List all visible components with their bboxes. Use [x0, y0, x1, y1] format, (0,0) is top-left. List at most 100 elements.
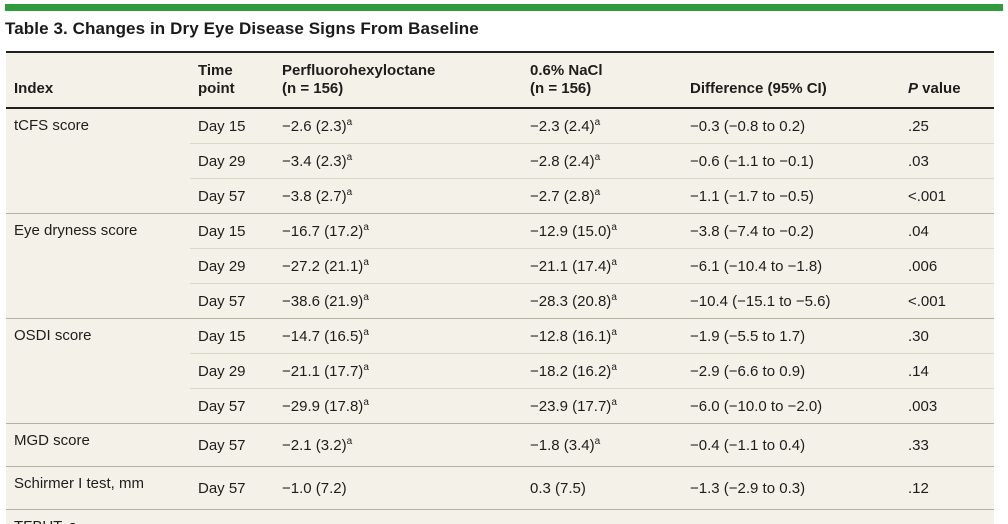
table-title: Table 3. Changes in Dry Eye Disease Sign…: [5, 19, 479, 38]
index-cell: Eye dryness score: [6, 213, 190, 319]
dry-eye-signs-table: Index Time point Perfluorohexyloctane (n…: [6, 51, 994, 524]
perfluorohexyloctane-value-cell-text: −3.8 (2.7): [282, 187, 347, 205]
time-point-cell-text: Day 57: [198, 397, 246, 415]
difference-cell-text: −2.9 (−6.6 to 0.9): [690, 362, 806, 380]
footnote-marker: a: [346, 116, 353, 128]
footnote-marker: a: [363, 326, 369, 338]
nacl-value-cell: −18.2 (16.2)a: [522, 353, 682, 389]
p-value-cell: .25: [900, 107, 994, 144]
footnote-marker: a: [611, 396, 617, 408]
nacl-value-cell-text: −2.8 (2.4): [530, 152, 595, 170]
difference-cell-text: −1.9 (−5.5 to 1.7): [690, 327, 806, 345]
p-value-cell-text: .33: [908, 436, 929, 454]
column-header-index-label: Index: [14, 80, 54, 98]
column-header-difference-label: Difference (95% CI): [690, 80, 827, 98]
table-header: Index Time point Perfluorohexyloctane (n…: [6, 51, 994, 109]
footnote-marker: a: [619, 522, 625, 524]
nacl-value-cell: −21.1 (17.4)a: [522, 248, 682, 284]
perfluorohexyloctane-value-cell-text: −29.9 (17.8): [282, 397, 364, 415]
table-row: TFBUT, sDay 571.484 (2.108)a1.388 (1.872…: [6, 509, 994, 524]
time-point-cell: Day 29: [190, 143, 274, 179]
difference-cell: −0.6 (−1.1 to −0.1): [682, 143, 900, 179]
nacl-value-cell: −12.8 (16.1)a: [522, 318, 682, 354]
nacl-value-cell-text: −23.9 (17.7): [530, 397, 612, 415]
nacl-value-cell: −2.7 (2.8)a: [522, 178, 682, 214]
nacl-value-cell: −2.3 (2.4)a: [522, 107, 682, 144]
footnote-marker: a: [594, 186, 601, 198]
table-row: Eye dryness score Day 15 −16.7 (17.2)a −12.…: [6, 213, 994, 319]
footnote-marker: a: [594, 151, 601, 163]
footnote-marker: a: [594, 116, 601, 128]
time-point-cell-text: Day 15: [198, 222, 246, 240]
p-value-cell: .67: [900, 509, 994, 524]
nacl-value-cell-text: −12.9 (15.0): [530, 222, 612, 240]
column-header-nacl: 0.6% NaCl (n = 156): [522, 51, 682, 109]
difference-cell-text: −6.1 (−10.4 to −1.8): [690, 257, 823, 275]
footnote-marker: a: [363, 396, 369, 408]
column-header-time-line1: Time: [198, 61, 233, 79]
time-point-cell-text: Day 57: [198, 523, 246, 524]
index-cell: TFBUT, s: [6, 509, 190, 524]
perfluorohexyloctane-value-cell-text: −38.6 (21.9): [282, 292, 364, 310]
column-header-p-rest: value: [918, 80, 961, 98]
nacl-value-cell-text: −18.2 (16.2): [530, 362, 612, 380]
index-cell: Schirmer I test, mm: [6, 466, 190, 510]
nacl-value-cell-text: −2.7 (2.8): [530, 187, 595, 205]
nacl-value-cell: −1.8 (3.4)a: [522, 423, 682, 467]
footnote-marker: a: [611, 361, 617, 373]
perfluorohexyloctane-value-cell: −2.6 (2.3)a: [274, 107, 522, 144]
nacl-value-cell-text: −2.3 (2.4): [530, 117, 595, 135]
p-value-cell-text: .003: [908, 397, 938, 415]
perfluorohexyloctane-value-cell: 1.484 (2.108)a: [274, 509, 522, 524]
perfluorohexyloctane-value-cell-text: −27.2 (21.1): [282, 257, 364, 275]
difference-cell-text: −6.0 (−10.0 to −2.0): [690, 397, 823, 415]
time-point-cell: Day 15: [190, 213, 274, 249]
p-value-cell: <.001: [900, 283, 994, 319]
difference-cell: −3.8 (−7.4 to −0.2): [682, 213, 900, 249]
time-point-cell-text: Day 57: [198, 479, 246, 497]
index-cell: tCFS score: [6, 107, 190, 214]
time-point-cell: Day 29: [190, 248, 274, 284]
p-value-cell-text: .03: [908, 152, 929, 170]
time-point-cell: Day 57: [190, 509, 274, 524]
time-point-cell-text: Day 29: [198, 257, 246, 275]
column-header-index: Index: [6, 51, 190, 109]
p-value-cell-text: .14: [908, 362, 929, 380]
perfluorohexyloctane-value-cell: −1.0 (7.2): [274, 466, 522, 510]
time-point-cell: Day 15: [190, 107, 274, 144]
p-value-cell-text: .04: [908, 222, 929, 240]
time-point-cell: Day 57: [190, 388, 274, 424]
perfluorohexyloctane-value-cell: −38.6 (21.9)a: [274, 283, 522, 319]
time-point-cell: Day 57: [190, 283, 274, 319]
column-header-difference: Difference (95% CI): [682, 51, 900, 109]
table-row: Schirmer I test, mm Day 57 −1.0 (7.2) 0.3 (…: [6, 466, 994, 510]
footnote-marker: a: [363, 256, 369, 268]
footnote-marker: a: [346, 435, 353, 447]
column-header-nacl-line1: 0.6% NaCl: [530, 61, 603, 79]
difference-cell-text: 0.096 (−0.349 to 0.541): [690, 523, 846, 524]
perfluorohexyloctane-value-cell-text: −2.1 (3.2): [282, 436, 347, 454]
p-value-cell-text: .30: [908, 327, 929, 345]
difference-cell: −2.9 (−6.6 to 0.9): [682, 353, 900, 389]
perfluorohexyloctane-value-cell: −27.2 (21.1)a: [274, 248, 522, 284]
nacl-value-cell: 0.3 (7.5): [522, 466, 682, 510]
perfluorohexyloctane-value-cell: −14.7 (16.5)a: [274, 318, 522, 354]
footnote-marker: a: [363, 361, 369, 373]
column-header-pfh-line2: (n = 156): [282, 80, 344, 98]
difference-cell-text: −0.6 (−1.1 to −0.1): [690, 152, 814, 170]
difference-cell-text: −3.8 (−7.4 to −0.2): [690, 222, 814, 240]
footnote-marker: a: [611, 256, 617, 268]
footnote-marker: a: [346, 186, 353, 198]
time-point-cell-text: Day 15: [198, 327, 246, 345]
nacl-value-cell: −12.9 (15.0)a: [522, 213, 682, 249]
nacl-value-cell-text: −28.3 (20.8): [530, 292, 612, 310]
table-row: OSDI score Day 15 −14.7 (16.5)a −12.8 (16.1…: [6, 318, 994, 424]
nacl-value-cell: −28.3 (20.8)a: [522, 283, 682, 319]
table-row: Day 29 −21.1 (17.7)a −18.2 (16.2)a −2.9 (−6…: [6, 353, 994, 389]
column-header-time-line2: point: [198, 80, 235, 98]
nacl-value-cell-text: −12.8 (16.1): [530, 327, 612, 345]
difference-cell: −10.4 (−15.1 to −5.6): [682, 283, 900, 319]
accent-bar: [5, 4, 1003, 11]
difference-cell: −6.0 (−10.0 to −2.0): [682, 388, 900, 424]
